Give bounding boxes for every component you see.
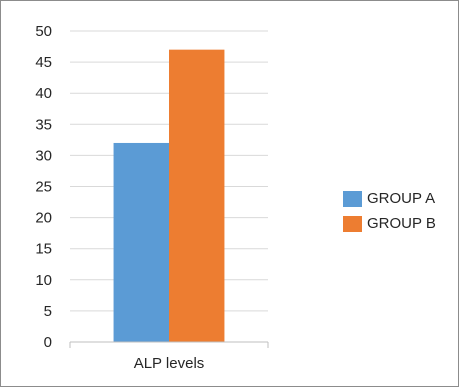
bars	[113, 49, 225, 342]
y-tick-label: 50	[35, 23, 52, 40]
y-tick-label: 5	[44, 303, 52, 320]
legend-item-group-a: GROUP A	[343, 186, 436, 211]
legend-label-group-b: GROUP B	[367, 215, 436, 232]
y-tick-label: 45	[35, 54, 52, 71]
legend: GROUP A GROUP B	[343, 186, 436, 236]
x-axis: ALP levels	[69, 341, 269, 372]
y-tick-label: 25	[35, 179, 52, 196]
bar-group-a	[113, 142, 169, 342]
y-tick-label: 10	[35, 272, 52, 289]
legend-label-group-a: GROUP A	[367, 190, 436, 207]
y-tick-label: 40	[35, 85, 52, 102]
y-tick-label: 35	[35, 116, 52, 133]
legend-swatch-group-a	[343, 190, 362, 207]
y-tick-label: 0	[44, 334, 52, 351]
y-tick-label: 20	[35, 210, 52, 227]
y-tick-label: 15	[35, 241, 52, 258]
y-tick-label: 30	[35, 147, 52, 164]
legend-item-group-b: GROUP B	[343, 211, 436, 236]
legend-swatch-group-b	[343, 215, 362, 232]
bar-group-b	[169, 49, 225, 342]
y-axis: 0 5 10 15 20 25 30 35 40 45 50	[35, 23, 52, 351]
x-category-label: ALP levels	[134, 355, 205, 372]
